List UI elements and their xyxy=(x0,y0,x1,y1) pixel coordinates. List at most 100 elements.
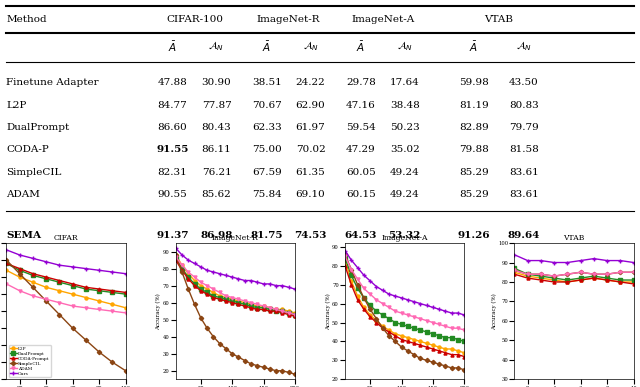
SimpleCIL xyxy=(429,360,436,365)
SimpleCIL xyxy=(260,365,268,370)
SimpleCIL xyxy=(69,326,77,330)
ADAM xyxy=(372,298,380,302)
CODA-Prompt xyxy=(235,302,243,307)
SimpleCIL xyxy=(392,339,399,344)
Text: 38.51: 38.51 xyxy=(252,78,282,87)
Text: 79.79: 79.79 xyxy=(509,123,539,132)
DualPrompt xyxy=(29,273,36,278)
Text: 30.90: 30.90 xyxy=(202,78,232,87)
Ours xyxy=(524,258,531,263)
L2P xyxy=(423,341,431,346)
L2P xyxy=(69,292,77,296)
DualPrompt xyxy=(122,292,129,296)
ADAM xyxy=(366,292,374,296)
ADAM xyxy=(209,287,217,291)
L2P xyxy=(42,285,50,289)
ADAM xyxy=(204,283,211,288)
ADAM xyxy=(410,315,418,319)
SimpleCIL xyxy=(204,326,211,330)
Text: 82.31: 82.31 xyxy=(157,168,188,177)
DualPrompt xyxy=(417,328,424,332)
CODA-Prompt xyxy=(278,310,286,315)
CODA-Prompt xyxy=(435,349,443,353)
Text: 59.54: 59.54 xyxy=(346,123,376,132)
DualPrompt xyxy=(511,266,518,271)
Text: 53.32: 53.32 xyxy=(388,231,421,240)
Ours xyxy=(291,287,299,291)
Ours xyxy=(410,300,418,304)
ADAM xyxy=(524,272,531,276)
DualPrompt xyxy=(630,278,637,283)
L2P xyxy=(417,339,424,344)
CODA-Prompt xyxy=(95,287,103,291)
DualPrompt xyxy=(285,310,292,315)
Text: 80.43: 80.43 xyxy=(202,123,232,132)
L2P xyxy=(178,263,186,267)
SimpleCIL xyxy=(616,270,624,274)
L2P xyxy=(404,335,412,340)
Text: L2P: L2P xyxy=(6,101,27,110)
Ours xyxy=(16,253,24,257)
Text: 47.29: 47.29 xyxy=(346,146,376,154)
CODA-Prompt xyxy=(410,341,418,346)
SimpleCIL xyxy=(417,356,424,361)
SimpleCIL xyxy=(442,364,449,368)
Ours xyxy=(442,309,449,313)
CODA-Prompt xyxy=(197,288,205,293)
DualPrompt xyxy=(260,305,268,310)
Ours xyxy=(253,280,261,284)
L2P xyxy=(460,351,468,355)
Text: 60.05: 60.05 xyxy=(346,168,376,177)
L2P xyxy=(577,278,584,283)
Text: 61.35: 61.35 xyxy=(296,168,326,177)
SimpleCIL xyxy=(197,316,205,320)
L2P xyxy=(630,280,637,284)
Text: 74.53: 74.53 xyxy=(294,231,327,240)
Line: ADAM: ADAM xyxy=(344,255,466,332)
SimpleCIL xyxy=(397,345,405,349)
CODA-Prompt xyxy=(537,278,545,283)
ADAM xyxy=(16,288,24,293)
DualPrompt xyxy=(266,307,274,312)
DualPrompt xyxy=(604,276,611,281)
CODA-Prompt xyxy=(109,288,116,293)
ADAM xyxy=(348,267,355,272)
Line: ADAM: ADAM xyxy=(174,255,296,316)
SimpleCIL xyxy=(109,360,116,365)
L2P xyxy=(524,274,531,279)
DualPrompt xyxy=(524,272,531,276)
DualPrompt xyxy=(385,317,393,321)
CODA-Prompt xyxy=(191,283,198,288)
CODA-Prompt xyxy=(348,283,355,287)
SimpleCIL xyxy=(563,272,571,276)
Text: $\bar{A}$: $\bar{A}$ xyxy=(168,39,177,54)
Text: ImageNet-A: ImageNet-A xyxy=(351,15,414,24)
Text: 47.16: 47.16 xyxy=(346,101,376,110)
CODA-Prompt xyxy=(397,337,405,342)
Ours xyxy=(235,276,243,281)
SimpleCIL xyxy=(42,299,50,303)
ADAM xyxy=(278,309,286,313)
Text: 85.29: 85.29 xyxy=(459,168,488,177)
Ours xyxy=(604,258,611,263)
L2P xyxy=(448,347,456,351)
SimpleCIL xyxy=(550,274,558,279)
ADAM xyxy=(191,275,198,279)
DualPrompt xyxy=(537,274,545,279)
ADAM xyxy=(616,270,624,274)
CODA-Prompt xyxy=(577,278,584,283)
ADAM xyxy=(122,310,129,315)
ADAM xyxy=(241,299,248,303)
Text: 91.55: 91.55 xyxy=(156,146,189,154)
CODA-Prompt xyxy=(291,314,299,319)
CODA-Prompt xyxy=(29,271,36,276)
DualPrompt xyxy=(291,312,299,317)
Text: $\bar{A}$: $\bar{A}$ xyxy=(262,39,271,54)
Ours xyxy=(95,268,103,272)
Text: 70.67: 70.67 xyxy=(252,101,282,110)
Line: L2P: L2P xyxy=(344,259,466,354)
SimpleCIL xyxy=(341,252,349,257)
CODA-Prompt xyxy=(172,258,180,262)
Text: 75.84: 75.84 xyxy=(252,190,282,199)
Text: 83.61: 83.61 xyxy=(509,168,539,177)
